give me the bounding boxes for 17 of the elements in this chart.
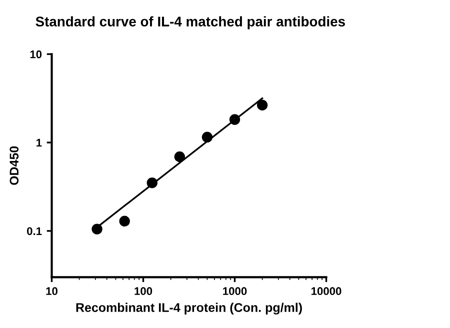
- point: [174, 151, 186, 162]
- y-tick-label: 1: [36, 138, 42, 147]
- x-tick-label: 1000: [223, 287, 247, 296]
- point: [146, 177, 158, 188]
- y-tick-label: 0.1: [27, 227, 42, 236]
- chart-title: Standard curve of IL-4 matched pair antibodies: [36, 16, 345, 30]
- point: [92, 224, 102, 234]
- x-tick-label: 10000: [312, 287, 342, 296]
- y-axis-title: OD450: [10, 146, 19, 185]
- x-tick-label: 100: [134, 287, 152, 296]
- x-tick-label: 10: [46, 287, 58, 296]
- point: [202, 132, 213, 143]
- point: [229, 114, 240, 125]
- y-tick-label: 10: [30, 50, 42, 58]
- point: [256, 100, 268, 110]
- point: [119, 216, 130, 227]
- x-axis-title: Recombinant IL-4 protein (Con. pg/ml): [76, 302, 302, 314]
